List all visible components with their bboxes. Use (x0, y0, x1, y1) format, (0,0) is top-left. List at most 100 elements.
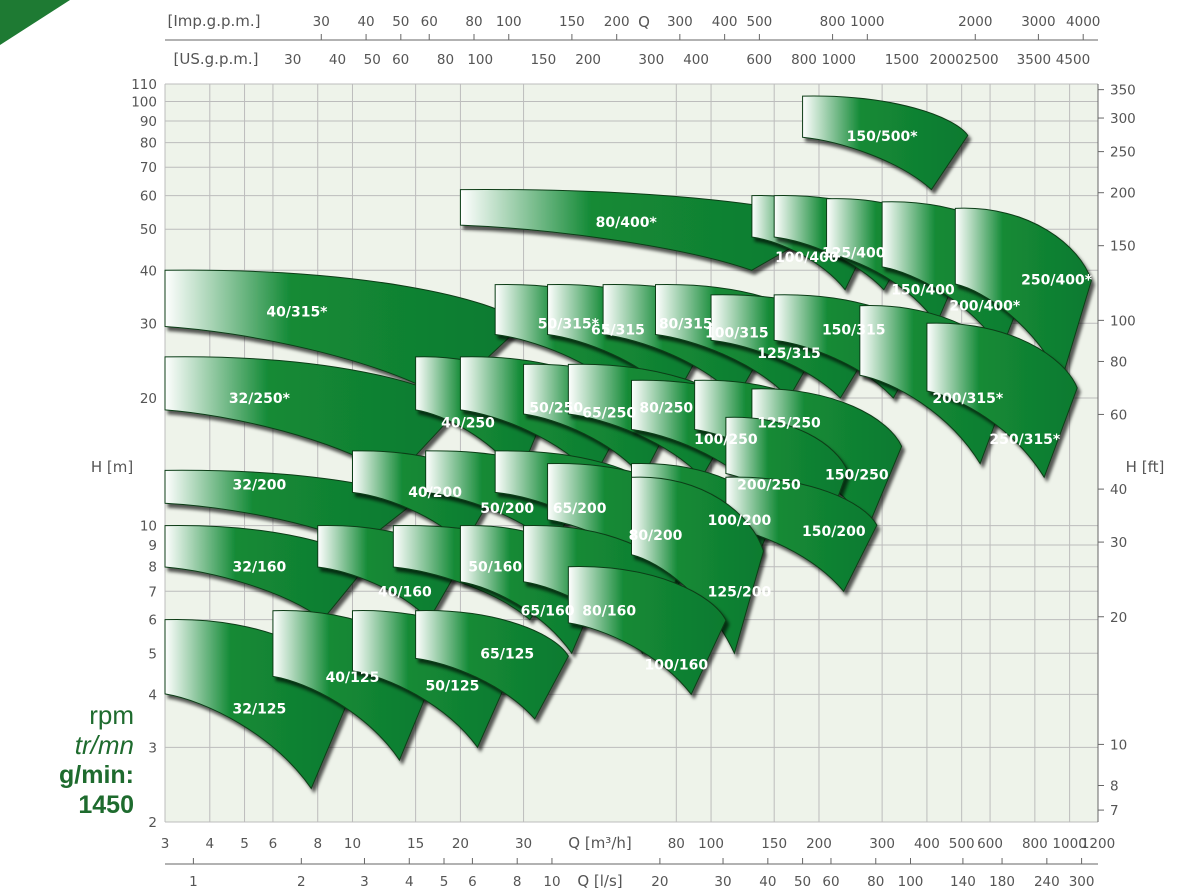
y-tick-label: 2 (148, 815, 157, 831)
ls-tick-label: 30 (714, 874, 731, 890)
pump-area (567, 566, 727, 696)
pump-label: 40/250 (441, 416, 495, 432)
y-tick-label: 7 (148, 584, 157, 600)
ft-tick-label: 40 (1110, 482, 1127, 498)
ls-tick-label: 240 (1034, 874, 1060, 890)
ls-tick-label: 180 (989, 874, 1015, 890)
us-tick-label: 600 (746, 52, 772, 68)
us-tick-label: 400 (683, 52, 709, 68)
pump-label: 80/160 (582, 604, 636, 620)
y-tick-label: 40 (140, 263, 157, 279)
x-tick-label: 100 (698, 836, 724, 852)
pump-label: 50/160 (468, 560, 522, 576)
pump-label: 100/315 (705, 326, 769, 342)
ls-tick-label: 8 (513, 874, 522, 890)
x-tick-label: 300 (869, 836, 895, 852)
y-tick-label: 90 (140, 114, 157, 130)
x-tick-label: 200 (806, 836, 832, 852)
pump-area (725, 476, 878, 593)
us-tick-label: 4500 (1056, 52, 1090, 68)
pump-label: 80/250 (639, 400, 693, 416)
x-tick-label: 1200 (1081, 836, 1115, 852)
imp-tick-label: 150 (559, 14, 585, 30)
x-tick-label: 15 (407, 836, 424, 852)
x-axis-label: Q [m³/h] (568, 834, 631, 852)
imp-tick-label: 300 (667, 14, 693, 30)
imp-tick-label: 60 (421, 14, 438, 30)
ls-tick-label: 4 (405, 874, 414, 890)
x-tick-label: 20 (452, 836, 469, 852)
imp-tick-label: 200 (604, 14, 630, 30)
ls-tick-label: 10 (543, 874, 560, 890)
pump-label: 150/250 (825, 467, 889, 483)
us-tick-label: 2500 (964, 52, 998, 68)
rpm-label: rpm tr/mn g/min: 1450 (0, 700, 134, 820)
us-tick-label: 2000 (930, 52, 964, 68)
ls-tick-label: 140 (950, 874, 976, 890)
corner-triangle (0, 0, 70, 45)
us-tick-label: 300 (638, 52, 664, 68)
rpm-line-1: rpm (89, 700, 134, 730)
x-tick-label: 4 (206, 836, 215, 852)
y-tick-label: 30 (140, 316, 157, 332)
imp-tick-label: 400 (712, 14, 738, 30)
pump-label: 125/315 (757, 346, 821, 362)
y-tick-label: 4 (148, 687, 157, 703)
pump-label: 200/400* (949, 299, 1021, 315)
pump-label: 50/125 (426, 678, 480, 694)
ls-tick-label: 20 (651, 874, 668, 890)
us-tick-label: 1500 (885, 52, 919, 68)
pump-area (954, 207, 1092, 382)
imp-tick-label: 80 (465, 14, 482, 30)
pump-label: 50/315* (538, 316, 600, 332)
ls-tick-label: 6 (468, 874, 477, 890)
x-tick-label: 5 (240, 836, 249, 852)
pump-label: 40/315* (266, 304, 328, 320)
imp-tick-label: 800 (820, 14, 846, 30)
imp-tick-label: 500 (746, 14, 772, 30)
ft-tick-label: 30 (1110, 535, 1127, 551)
ft-tick-label: 300 (1110, 111, 1136, 127)
x-tick-label: 3 (161, 836, 170, 852)
ls-tick-label: 80 (867, 874, 884, 890)
x-tick-label: 500 (949, 836, 975, 852)
pump-label: 50/250 (529, 400, 583, 416)
pump-label: 65/250 (582, 405, 636, 421)
axes: 3 4 5 6 8 10 15 20 30 80 100 150 200 300 400 500 600 800 1… (91, 12, 1165, 890)
pump-label: 32/160 (232, 560, 286, 576)
us-tick-label: 800 (791, 52, 817, 68)
y-tick-label: 5 (148, 646, 157, 662)
pump-label: 125/200 (708, 584, 772, 600)
y-tick-label: 80 (140, 136, 157, 152)
x-tick-label: 1000 (1052, 836, 1086, 852)
ft-tick-label: 8 (1110, 778, 1119, 794)
rpm-line-3: g/min: (59, 761, 134, 789)
pump-label: 100/250 (694, 432, 758, 448)
x-tick-label: 6 (269, 836, 278, 852)
y-tick-label: 8 (148, 560, 157, 576)
us-tick-label: 50 (364, 52, 381, 68)
pump-label: 150/400 (891, 283, 955, 299)
ft-axis-label: H [ft] (1126, 458, 1165, 476)
y-tick-label: 60 (140, 189, 157, 205)
us-axis-label: [US.g.p.m.] (174, 50, 259, 68)
ft-tick-label: 250 (1110, 145, 1136, 161)
pump-label: 32/200 (232, 478, 286, 494)
imp-tick-label: 4000 (1066, 14, 1100, 30)
ft-tick-label: 10 (1110, 737, 1127, 753)
pump-label: 100/160 (645, 658, 709, 674)
pump-label: 65/160 (521, 604, 575, 620)
pump-label: 200/315* (932, 391, 1004, 407)
y-tick-label: 6 (148, 613, 157, 629)
pump-area (802, 95, 969, 191)
imp-axis-label: [Imp.g.p.m.] (168, 12, 261, 30)
y-tick-label: 10 (140, 519, 157, 535)
pump-label: 250/315* (989, 432, 1061, 448)
pump-area (415, 610, 569, 720)
us-tick-label: 200 (575, 52, 601, 68)
us-tick-label: 100 (467, 52, 493, 68)
ls-tick-label: 2 (297, 874, 306, 890)
x-tick-label: 800 (1022, 836, 1048, 852)
imp-tick-label: 30 (313, 14, 330, 30)
pump-label: 250/400* (1021, 273, 1093, 289)
